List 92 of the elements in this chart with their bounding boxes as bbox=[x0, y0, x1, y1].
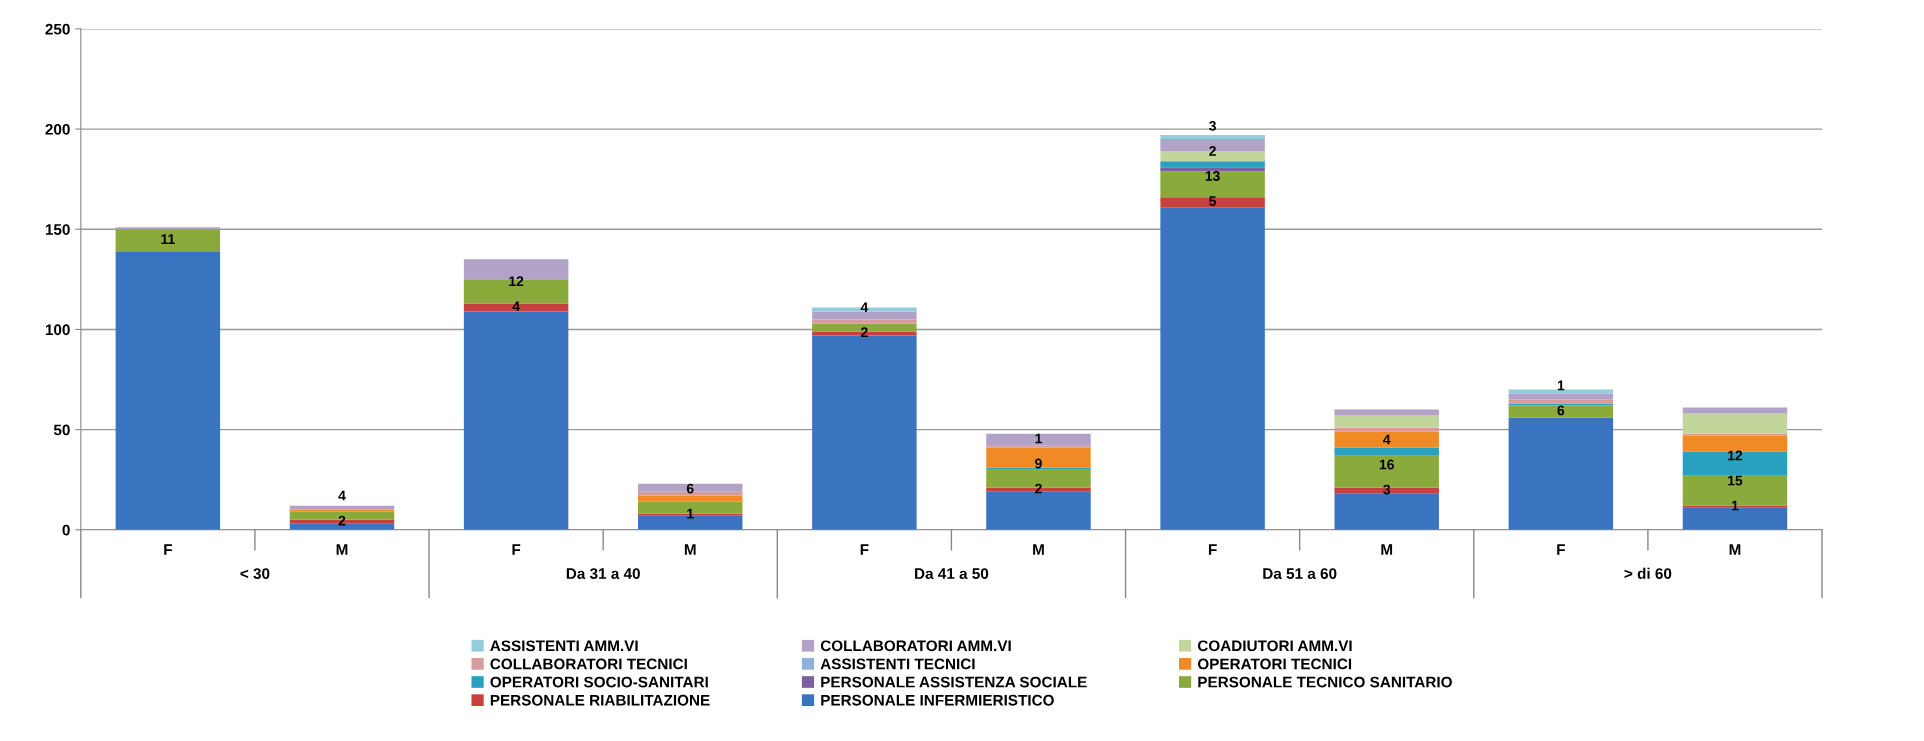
bar bbox=[1334, 415, 1439, 428]
bar bbox=[1334, 431, 1439, 448]
x-tick-label: F bbox=[1557, 544, 1565, 555]
bar bbox=[1160, 207, 1265, 530]
bar bbox=[463, 303, 569, 312]
y-tick-label: 250 bbox=[45, 23, 70, 35]
legend-label: COLLABORATORI TECNICI bbox=[490, 658, 687, 670]
x-tick-label: M bbox=[684, 544, 696, 555]
bar bbox=[812, 319, 917, 324]
bar bbox=[1160, 197, 1265, 208]
bar bbox=[1508, 393, 1614, 400]
data-label: 2 bbox=[1209, 146, 1216, 156]
y-tick-label: 50 bbox=[53, 424, 70, 436]
data-label: 16 bbox=[1379, 459, 1394, 470]
x-tick-label: F bbox=[1208, 544, 1217, 555]
text: Da 31 a 40 bbox=[566, 568, 640, 580]
data-label: 2 bbox=[860, 327, 868, 338]
bar bbox=[289, 505, 395, 510]
data-label: 1 bbox=[1035, 433, 1042, 444]
data-label: 1 bbox=[1557, 380, 1565, 391]
y-tick-label: 200 bbox=[45, 123, 70, 135]
data-label: 5 bbox=[1209, 196, 1217, 206]
y-tick-label: 0 bbox=[62, 524, 70, 536]
x-tick-label: M bbox=[336, 544, 348, 555]
data-label: 9 bbox=[1035, 458, 1042, 469]
data-label: 4 bbox=[512, 301, 520, 311]
bar bbox=[289, 509, 395, 512]
bar bbox=[115, 227, 221, 230]
data-label: 13 bbox=[1205, 171, 1220, 181]
x-tick-label: F bbox=[860, 544, 869, 555]
y-tick-label: 150 bbox=[45, 224, 70, 235]
bar bbox=[1508, 405, 1614, 418]
bar bbox=[812, 335, 917, 530]
x-tick-label: F bbox=[164, 544, 172, 555]
data-label: 6 bbox=[686, 483, 694, 494]
bar bbox=[1682, 407, 1788, 414]
bar bbox=[1682, 413, 1788, 434]
legend-label: PERSONALE INFERMIERISTICO bbox=[821, 694, 1054, 706]
data-label: 2 bbox=[338, 515, 346, 526]
bar bbox=[115, 251, 221, 530]
data-label: 11 bbox=[161, 234, 175, 244]
x-tick-label: M bbox=[1729, 544, 1741, 555]
bar bbox=[1160, 171, 1265, 198]
bar bbox=[1160, 167, 1265, 172]
data-label: 4 bbox=[860, 302, 869, 312]
legend-label: ASSISTENTI TECNICI bbox=[820, 658, 975, 670]
data-label: 3 bbox=[1209, 120, 1216, 131]
y-tick-label: 100 bbox=[45, 324, 70, 336]
data-label: 12 bbox=[509, 276, 524, 286]
bar bbox=[638, 483, 743, 492]
bar bbox=[1682, 451, 1788, 476]
legend-label: ASSISTENTI AMM.VI bbox=[490, 640, 638, 652]
bar bbox=[1508, 389, 1614, 394]
bar bbox=[1508, 399, 1614, 404]
data-label: 12 bbox=[1728, 450, 1743, 461]
bar bbox=[1682, 435, 1788, 452]
x-tick-label: F bbox=[512, 544, 521, 555]
legend-label: PERSONALE ASSISTENZA SOCIALE bbox=[821, 676, 1087, 688]
bar bbox=[1160, 161, 1265, 168]
bar bbox=[1508, 403, 1614, 406]
legend-label: PERSONALE RIABILITAZIONE bbox=[490, 694, 710, 706]
legend-label: OPERATORI TECNICI bbox=[1197, 658, 1352, 670]
bar bbox=[1334, 427, 1439, 432]
legend-label: OPERATORI SOCIO-SANITARI bbox=[490, 676, 708, 688]
bar bbox=[812, 311, 917, 320]
bar bbox=[1160, 135, 1265, 140]
text: Da 41 a 50 bbox=[915, 568, 989, 579]
data-label: 2 bbox=[1035, 483, 1042, 494]
bar bbox=[986, 467, 1091, 470]
legend-label: COLLABORATORI AMM.VI bbox=[820, 640, 1011, 652]
data-label: 15 bbox=[1728, 475, 1743, 486]
bar bbox=[1334, 493, 1439, 530]
bar bbox=[986, 433, 1091, 446]
data-label: 4 bbox=[1383, 434, 1391, 445]
bar bbox=[638, 495, 743, 502]
bar bbox=[1682, 433, 1788, 436]
bar bbox=[986, 447, 1091, 468]
bar bbox=[463, 311, 569, 530]
data-label: 4 bbox=[338, 490, 346, 501]
bar bbox=[1334, 409, 1439, 416]
data-label: 6 bbox=[1557, 405, 1565, 416]
bar bbox=[986, 445, 1091, 448]
legend-label: COADIUTORI AMM.VI bbox=[1197, 640, 1352, 652]
bar bbox=[1334, 447, 1439, 456]
bar bbox=[1508, 417, 1614, 530]
bar bbox=[115, 229, 221, 252]
x-tick-label: M bbox=[1033, 544, 1044, 555]
x-tick-label: M bbox=[1381, 544, 1393, 555]
text: > di 60 bbox=[1624, 567, 1672, 579]
legend-label: PERSONALE TECNICO SANITARIO bbox=[1198, 676, 1452, 688]
text: Da 51 a 60 bbox=[1263, 568, 1337, 579]
text: < 30 bbox=[240, 568, 270, 580]
